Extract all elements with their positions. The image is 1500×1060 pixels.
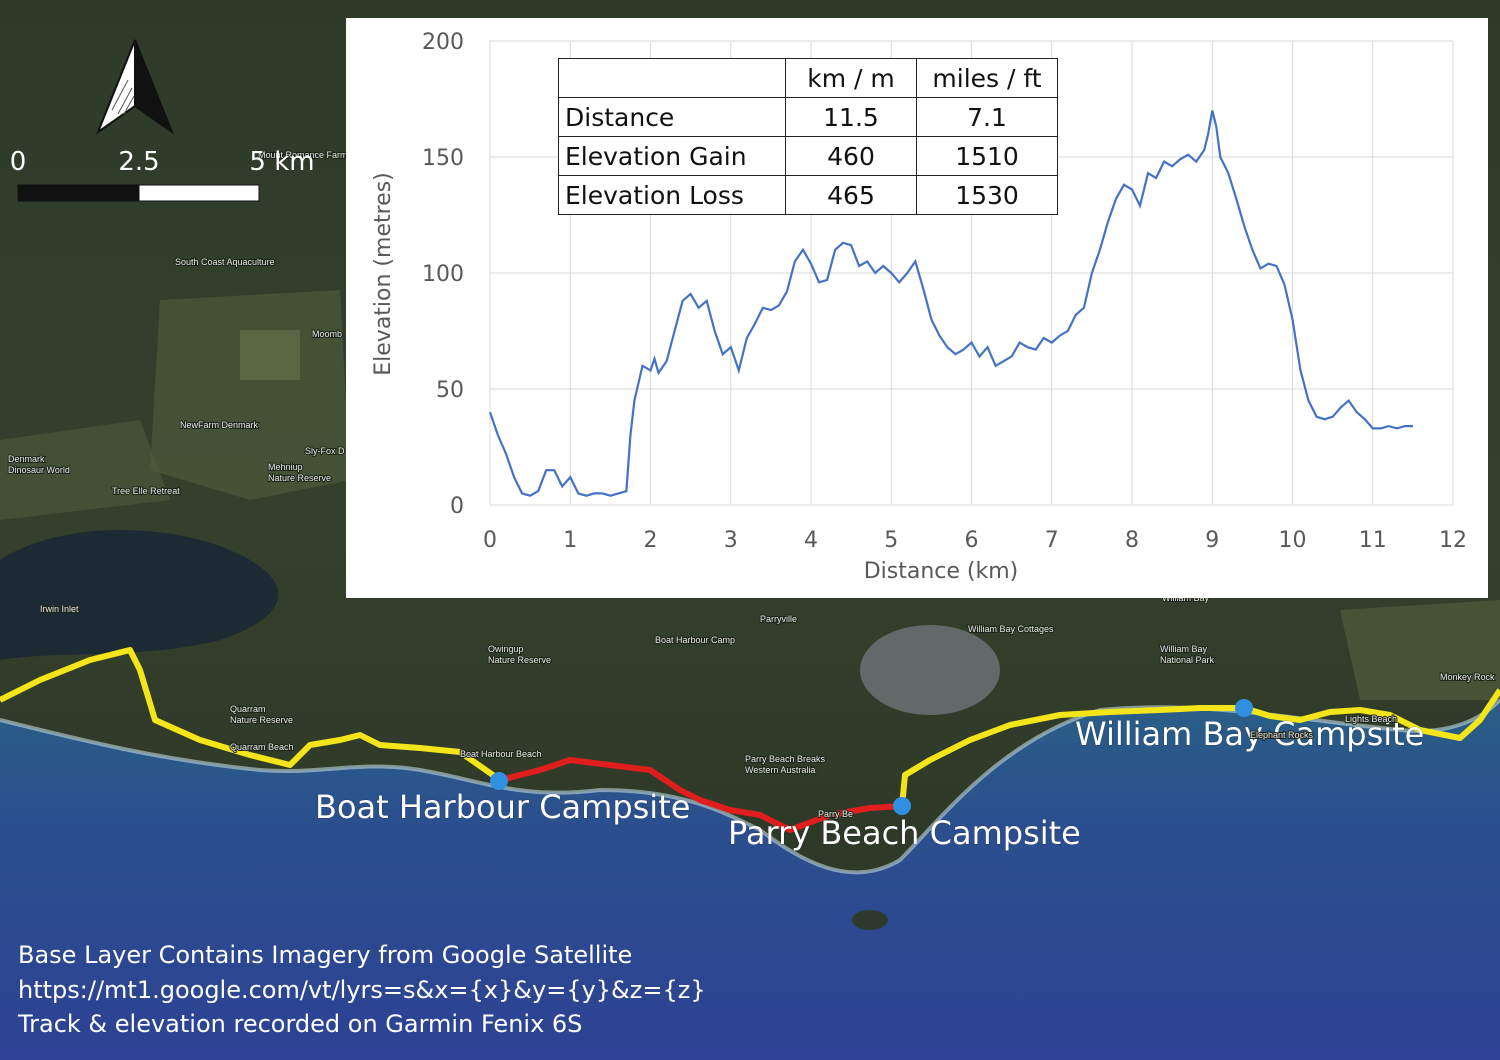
farmland-patch — [0, 420, 170, 520]
stats-metric-value: 460 — [785, 136, 917, 176]
place-label: Quarram Nature Reserve — [230, 704, 293, 725]
boat-harbour-campsite-label: Boat Harbour Campsite — [315, 788, 690, 826]
place-label: Tree Elle Retreat — [112, 486, 180, 496]
y-tick-label: 200 — [422, 30, 464, 55]
x-tick-label: 12 — [1439, 528, 1467, 553]
stats-imperial-value: 1510 — [916, 136, 1058, 176]
stats-header-imperial: miles / ft — [916, 58, 1058, 98]
inlet-water — [0, 530, 279, 660]
stats-row-elevation-gain: Elevation Gain 460 1510 — [558, 136, 1058, 176]
place-label: Monkey Rock — [1440, 672, 1495, 682]
scale-bar: 0 2.5 5 km — [10, 39, 315, 202]
stats-row-label: Elevation Gain — [558, 136, 786, 176]
stats-imperial-value: 7.1 — [916, 97, 1058, 137]
place-label: Parry Beach Breaks Western Australia — [745, 754, 826, 775]
farmland-patch — [150, 290, 350, 500]
place-label: William Bay Cottages — [968, 624, 1054, 634]
boat-harbour-campsite-marker[interactable] — [490, 772, 508, 790]
x-tick-label: 6 — [965, 528, 979, 553]
y-tick-label: 50 — [436, 378, 464, 403]
stats-header-metric: km / m — [785, 58, 917, 98]
place-label: Quarram Beach — [230, 742, 294, 752]
y-tick-label: 100 — [422, 262, 464, 287]
x-tick-label: 0 — [483, 528, 497, 553]
stats-row-label: Distance — [558, 97, 786, 137]
stats-row-label: Elevation Loss — [558, 175, 786, 215]
william-bay-campsite-marker[interactable] — [1235, 699, 1253, 717]
x-tick-label: 11 — [1359, 528, 1387, 553]
elevation-chart-panel: 0 1 2 3 4 5 6 7 8 9 10 11 12 0 50 100 150 200 Distance (… — [346, 18, 1488, 598]
place-label: Mehniup Nature Reserve — [268, 462, 331, 483]
attribution-line-1: Base Layer Contains Imagery from Google … — [18, 941, 633, 969]
stats-row-elevation-loss: Elevation Loss 465 1530 — [558, 175, 1058, 215]
sea — [0, 700, 1500, 1060]
stats-header-corner — [558, 58, 786, 98]
place-label: Moomb — [312, 329, 342, 339]
place-label: Denmark Dinosaur World — [8, 454, 70, 475]
parry-beach-campsite-label: Parry Beach Campsite — [728, 814, 1081, 852]
scale-label-mid: 2.5 — [118, 147, 159, 177]
scale-bar-white — [138, 184, 260, 202]
stats-header-row: km / m miles / ft — [558, 58, 1058, 98]
y-tick-labels: 0 50 100 150 200 — [422, 30, 464, 519]
attribution-line-2: https://mt1.google.com/vt/lyrs=s&x={x}&y… — [18, 975, 706, 1004]
lake — [860, 625, 1000, 715]
place-label: South Coast Aquaculture — [175, 257, 275, 267]
william-bay-campsite-label: William Bay Campsite — [1075, 715, 1424, 753]
x-tick-label: 10 — [1279, 528, 1307, 553]
x-tick-label: 3 — [724, 528, 738, 553]
place-label: Lights Beach — [1345, 714, 1397, 724]
y-axis-title: Elevation (metres) — [371, 172, 396, 376]
track-highlighted — [499, 757, 903, 833]
stats-imperial-value: 1530 — [916, 175, 1058, 215]
place-label: Elephant Rocks — [1250, 730, 1314, 740]
place-label: William Bay National Park — [1160, 644, 1215, 665]
x-tick-label: 7 — [1045, 528, 1059, 553]
attribution-line-3: Track & elevation recorded on Garmin Fen… — [18, 1010, 583, 1038]
place-label: Irwin Inlet — [40, 604, 79, 614]
stats-table: km / m miles / ft Distance 11.5 7.1 Elev… — [558, 58, 1058, 215]
stats-row-distance: Distance 11.5 7.1 — [558, 97, 1058, 137]
place-label: Owingup Nature Reserve — [488, 644, 551, 665]
x-axis-title: Distance (km) — [864, 559, 1019, 584]
scale-label-0: 0 — [10, 147, 26, 177]
place-label: Parry Be — [818, 809, 853, 819]
island — [852, 910, 888, 930]
y-tick-label: 0 — [450, 494, 464, 519]
north-arrow-icon — [95, 39, 175, 135]
place-label: Boat Harbour Camp — [655, 635, 735, 645]
place-label: NewFarm Denmark — [180, 420, 259, 430]
parry-beach-campsite-marker[interactable] — [893, 797, 911, 815]
x-tick-label: 4 — [804, 528, 818, 553]
scale-label-end: 5 km — [249, 147, 314, 177]
stats-metric-value: 465 — [785, 175, 917, 215]
y-tick-label: 150 — [422, 146, 464, 171]
attribution-text: Base Layer Contains Imagery from Google … — [18, 938, 918, 1042]
x-tick-label: 5 — [884, 528, 898, 553]
elevation-line — [488, 110, 1413, 497]
place-label: Sly-Fox D — [305, 446, 345, 456]
place-label: Mount Romance Farm — [258, 150, 348, 160]
track-west — [0, 647, 502, 783]
farmland-patch — [240, 330, 300, 380]
place-label: Boat Harbour Beach — [460, 749, 542, 759]
x-tick-label: 1 — [563, 528, 577, 553]
x-tick-labels: 0 1 2 3 4 5 6 7 8 9 10 11 12 — [483, 528, 1467, 553]
place-label: Parryville — [760, 614, 797, 624]
x-tick-label: 9 — [1205, 528, 1219, 553]
farmland-patch — [1340, 600, 1500, 700]
stats-metric-value: 11.5 — [785, 97, 917, 137]
x-tick-label: 8 — [1125, 528, 1139, 553]
x-tick-label: 2 — [644, 528, 658, 553]
scale-bar-black — [17, 184, 140, 202]
